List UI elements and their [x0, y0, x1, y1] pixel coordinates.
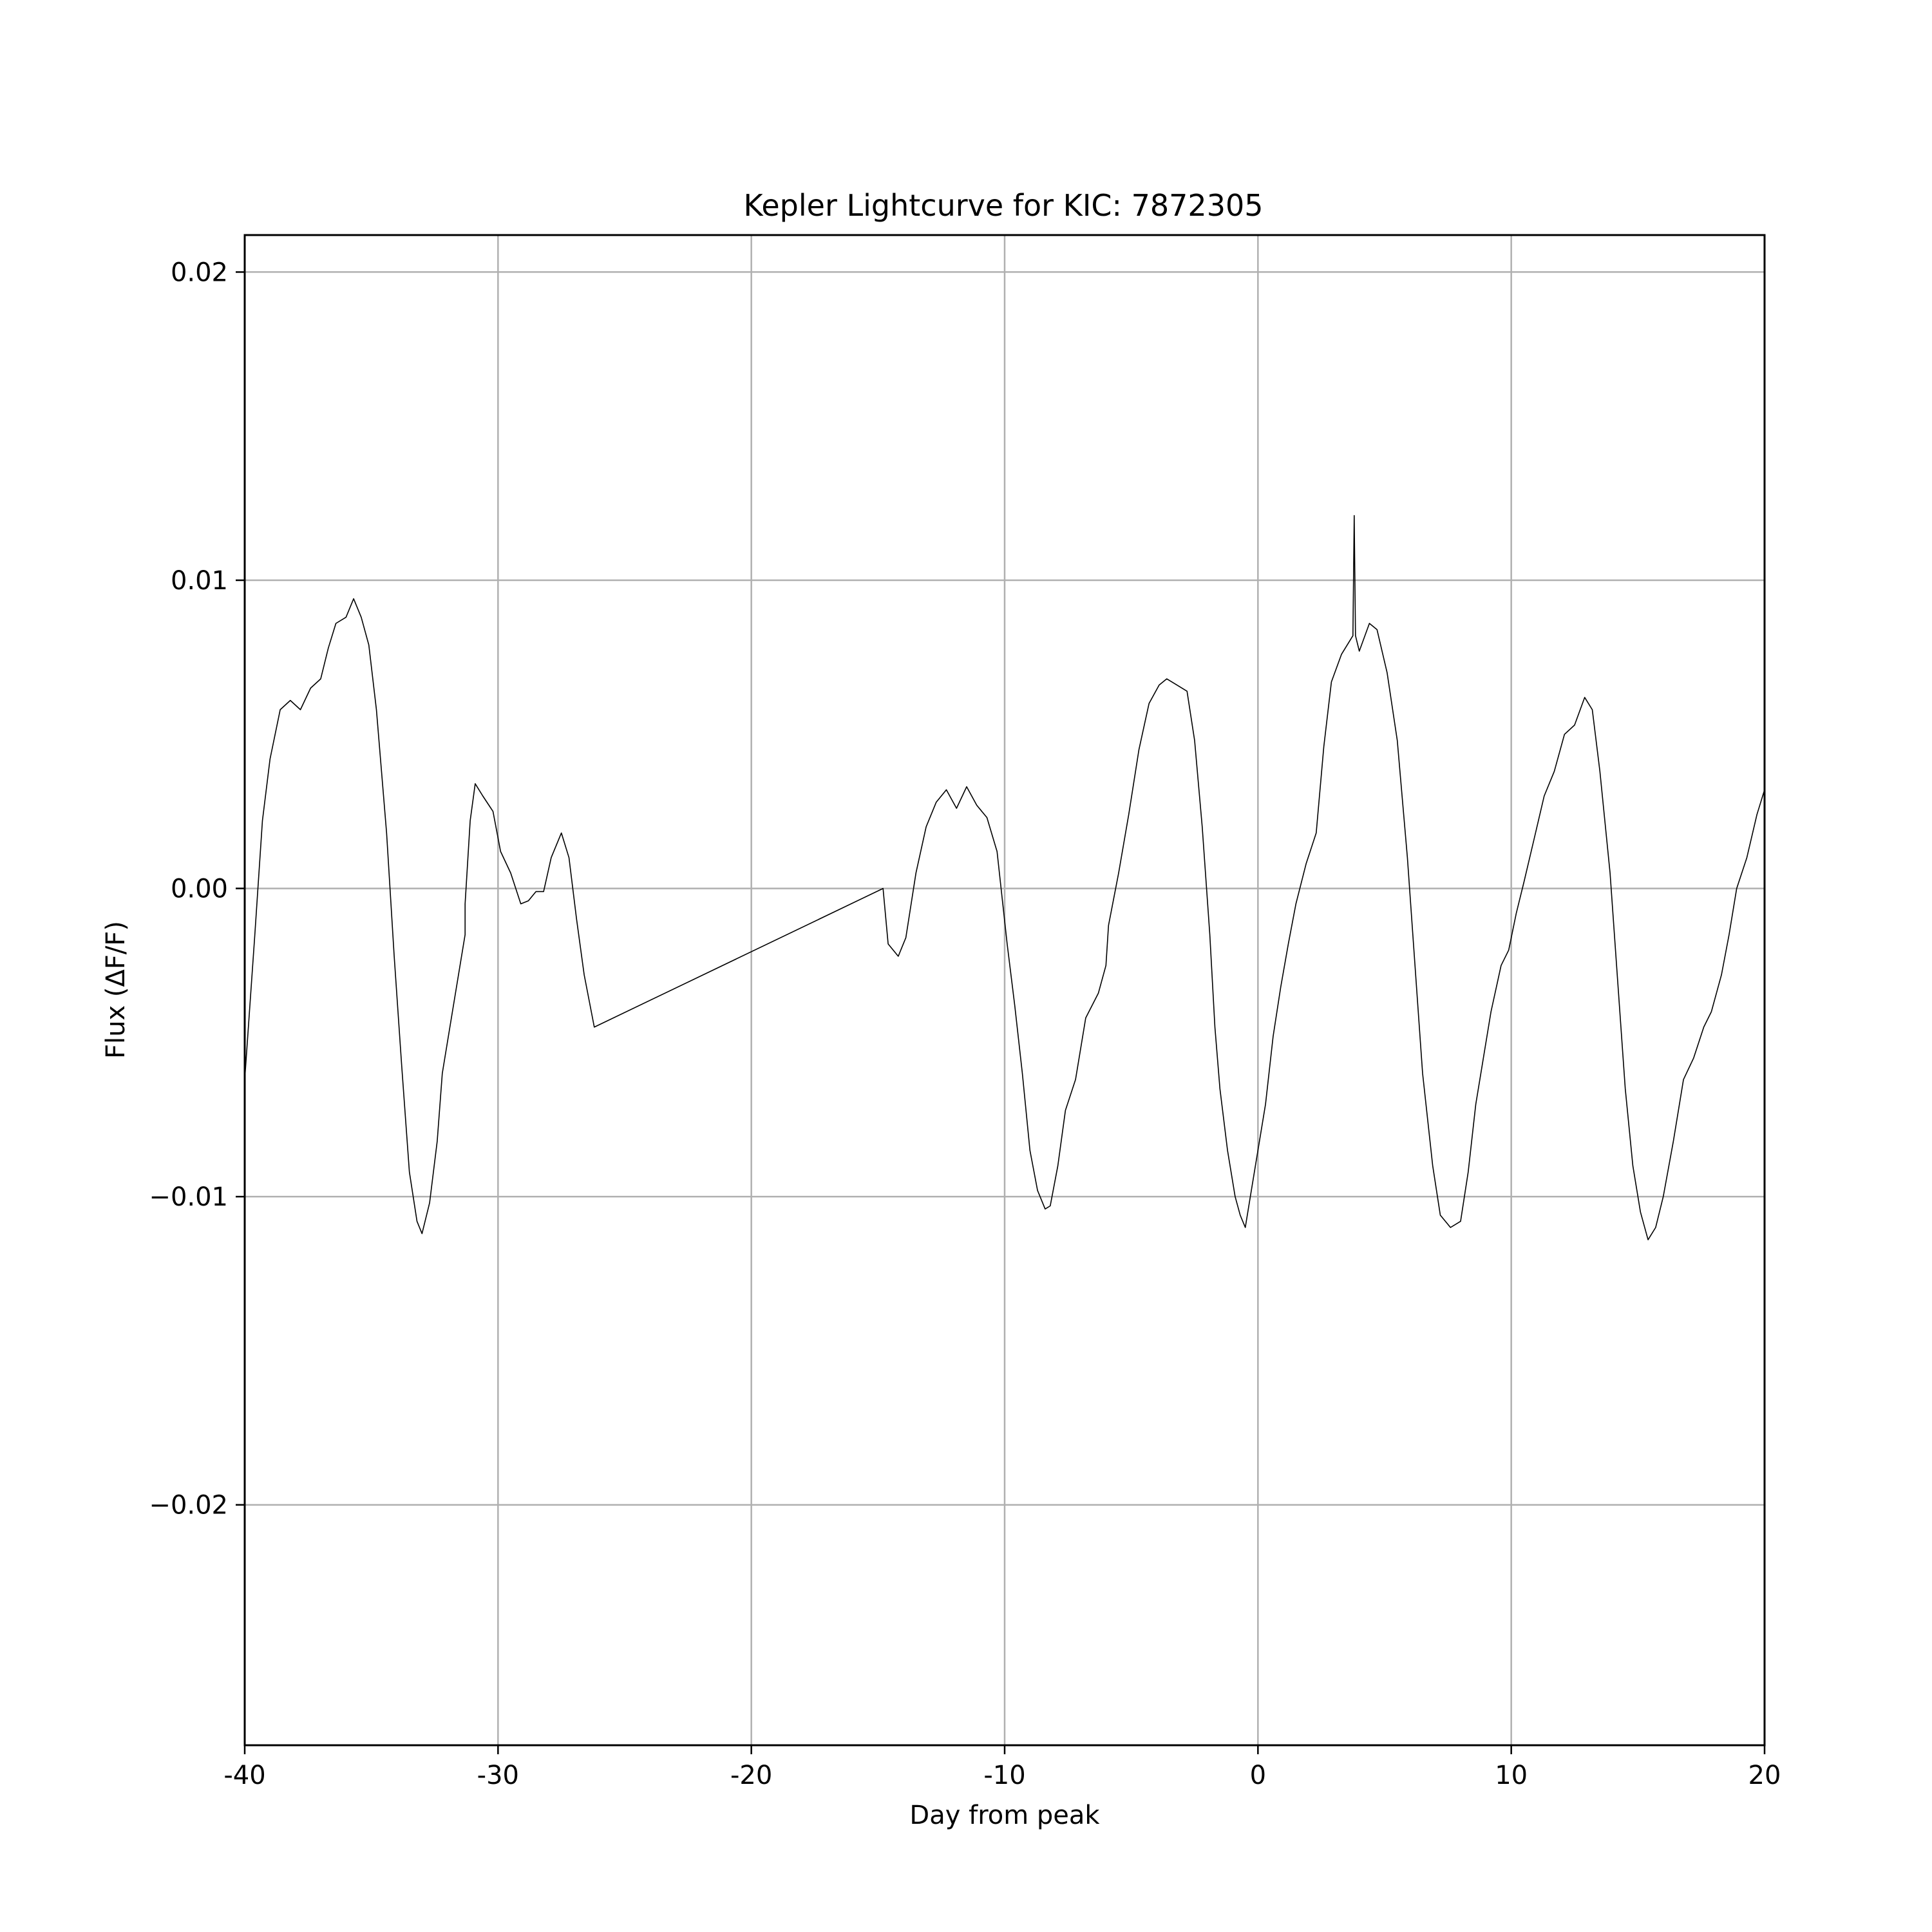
flux-series-line [244, 515, 1765, 1240]
y-tick-label: −0.01 [149, 1182, 228, 1212]
x-tick-label: -40 [223, 1761, 265, 1790]
chart-title: Kepler Lightcurve for KIC: 7872305 [744, 188, 1264, 223]
axis-ticks: -40 -30 -20 -10 0 10 20 0.02 0.01 0.00 −0.01 −0.02 [149, 258, 1781, 1790]
x-tick-label: -10 [983, 1761, 1025, 1790]
x-tick-label: -30 [477, 1761, 519, 1790]
x-tick-label: 20 [1748, 1761, 1781, 1790]
y-tick-label: 0.01 [171, 566, 228, 596]
y-tick-label: −0.02 [149, 1491, 228, 1520]
x-tick-label: -20 [730, 1761, 772, 1790]
y-tick-label: 0.02 [171, 258, 228, 287]
grid-lines [243, 235, 1766, 1745]
y-axis-label: Flux (ΔF/F) [101, 921, 131, 1059]
x-tick-label: 10 [1495, 1761, 1528, 1790]
y-tick-label: 0.00 [171, 875, 228, 904]
x-axis-label: Day from peak [909, 1801, 1100, 1830]
x-tick-label: 0 [1250, 1761, 1266, 1790]
data-series [244, 515, 1765, 1240]
